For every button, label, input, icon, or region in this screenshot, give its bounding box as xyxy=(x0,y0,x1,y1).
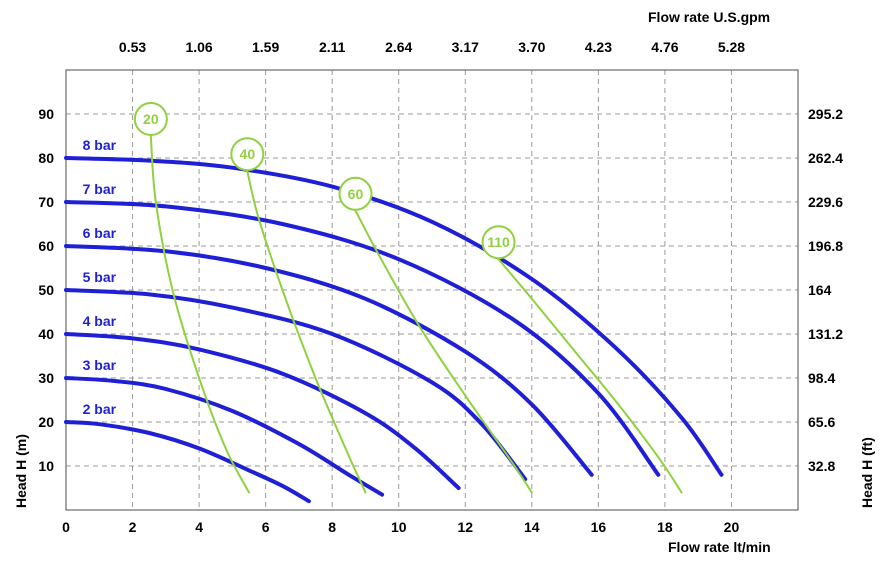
y-tick-label: 20 xyxy=(38,414,54,430)
y2-axis-title: Head H (ft) xyxy=(859,437,875,508)
x-tick-label: 0 xyxy=(62,519,70,535)
y2-tick-label: 229.6 xyxy=(808,194,843,210)
x-tick-label: 18 xyxy=(657,519,673,535)
grid xyxy=(66,70,798,510)
pressure-curve-3-bar xyxy=(64,376,385,497)
x-tick-label: 14 xyxy=(524,519,540,535)
y-axis-ticks: 10 20 30 40 50 60 70 80 90 xyxy=(38,106,54,474)
pressure-curve-label: 3 bar xyxy=(83,357,117,373)
y-tick-label: 80 xyxy=(38,150,54,166)
x2-tick-label: 2.64 xyxy=(385,39,412,55)
y-tick-label: 90 xyxy=(38,106,54,122)
y-tick-label: 60 xyxy=(38,238,54,254)
y2-tick-label: 98.4 xyxy=(808,370,835,386)
air-label-circle xyxy=(133,102,168,136)
air-consumption-curves: 20 40 60 110 xyxy=(133,102,683,494)
pressure-curve-8-bar xyxy=(64,156,724,477)
air-label-circle xyxy=(481,225,516,260)
x-tick-label: 4 xyxy=(195,519,203,535)
x2-axis-title: Flow rate U.S.gpm xyxy=(648,9,770,25)
air-curve-60 xyxy=(354,209,533,494)
pressure-curve-6-bar xyxy=(64,244,594,477)
x-axis-ticks: 0 2 4 6 8 10 12 14 16 18 20 xyxy=(62,519,739,535)
y2-tick-label: 131.2 xyxy=(808,326,843,342)
pressure-curve-4-bar xyxy=(64,332,461,490)
x-tick-label: 2 xyxy=(129,519,137,535)
air-label-circle xyxy=(230,137,265,172)
air-curve-label: 20 xyxy=(143,111,159,127)
x2-tick-label: 1.06 xyxy=(185,39,212,55)
x2-tick-label: 3.70 xyxy=(518,39,545,55)
pressure-curve-label: 2 bar xyxy=(83,401,117,417)
y2-tick-label: 295.2 xyxy=(808,106,843,122)
x2-tick-label: 4.76 xyxy=(651,39,678,55)
y-tick-label: 40 xyxy=(38,326,54,342)
air-curve-label: 110 xyxy=(487,234,510,250)
x-axis-title: Flow rate lt/min xyxy=(668,539,771,555)
y2-tick-label: 164 xyxy=(808,282,832,298)
x2-tick-label: 5.28 xyxy=(718,39,745,55)
x-tick-label: 12 xyxy=(457,519,473,535)
pressure-curve-label: 5 bar xyxy=(83,269,117,285)
y2-tick-label: 65.6 xyxy=(808,414,835,430)
x2-tick-label: 0.53 xyxy=(119,39,146,55)
air-label-circle xyxy=(338,176,373,211)
pressure-curve-7-bar xyxy=(64,200,661,477)
x2-tick-label: 1.59 xyxy=(252,39,279,55)
pressure-curve-label: 4 bar xyxy=(83,313,117,329)
y2-tick-label: 262.4 xyxy=(808,150,843,166)
x-tick-label: 20 xyxy=(724,519,740,535)
x2-tick-label: 2.11 xyxy=(319,39,346,55)
y-axis-title: Head H (m) xyxy=(13,434,29,508)
pressure-curve-label: 8 bar xyxy=(83,137,117,153)
y-tick-label: 70 xyxy=(38,194,54,210)
y2-axis-ticks: 32.8 65.6 98.4 131.2 164 196.8 229.6 262.4 295.2 xyxy=(808,106,843,474)
air-curve-40 xyxy=(246,170,367,494)
y2-tick-label: 32.8 xyxy=(808,458,835,474)
air-curve-label: 40 xyxy=(240,146,256,162)
y-tick-label: 30 xyxy=(38,370,54,386)
x-tick-label: 8 xyxy=(328,519,336,535)
air-curve-110 xyxy=(497,258,683,494)
x2-axis-ticks: 0.53 1.06 1.59 2.11 2.64 3.17 3.70 4.23 4.76 5.28 xyxy=(119,39,745,55)
pressure-curves: 2 bar 3 bar 4 bar 5 bar 6 bar 7 bar 8 bar xyxy=(64,137,724,504)
pressure-curve-2-bar xyxy=(64,420,311,504)
x2-tick-label: 4.23 xyxy=(585,39,612,55)
pressure-curve-5-bar xyxy=(64,288,528,482)
air-curve-label: 60 xyxy=(348,186,364,202)
pressure-curve-label: 6 bar xyxy=(83,225,117,241)
x-tick-label: 16 xyxy=(591,519,607,535)
air-curve-20 xyxy=(149,135,250,494)
y2-tick-label: 196.8 xyxy=(808,238,843,254)
y-tick-label: 10 xyxy=(38,458,54,474)
pressure-curve-label: 7 bar xyxy=(83,181,117,197)
y-tick-label: 50 xyxy=(38,282,54,298)
x2-tick-label: 3.17 xyxy=(452,39,479,55)
x-tick-label: 10 xyxy=(391,519,407,535)
x-tick-label: 6 xyxy=(262,519,270,535)
